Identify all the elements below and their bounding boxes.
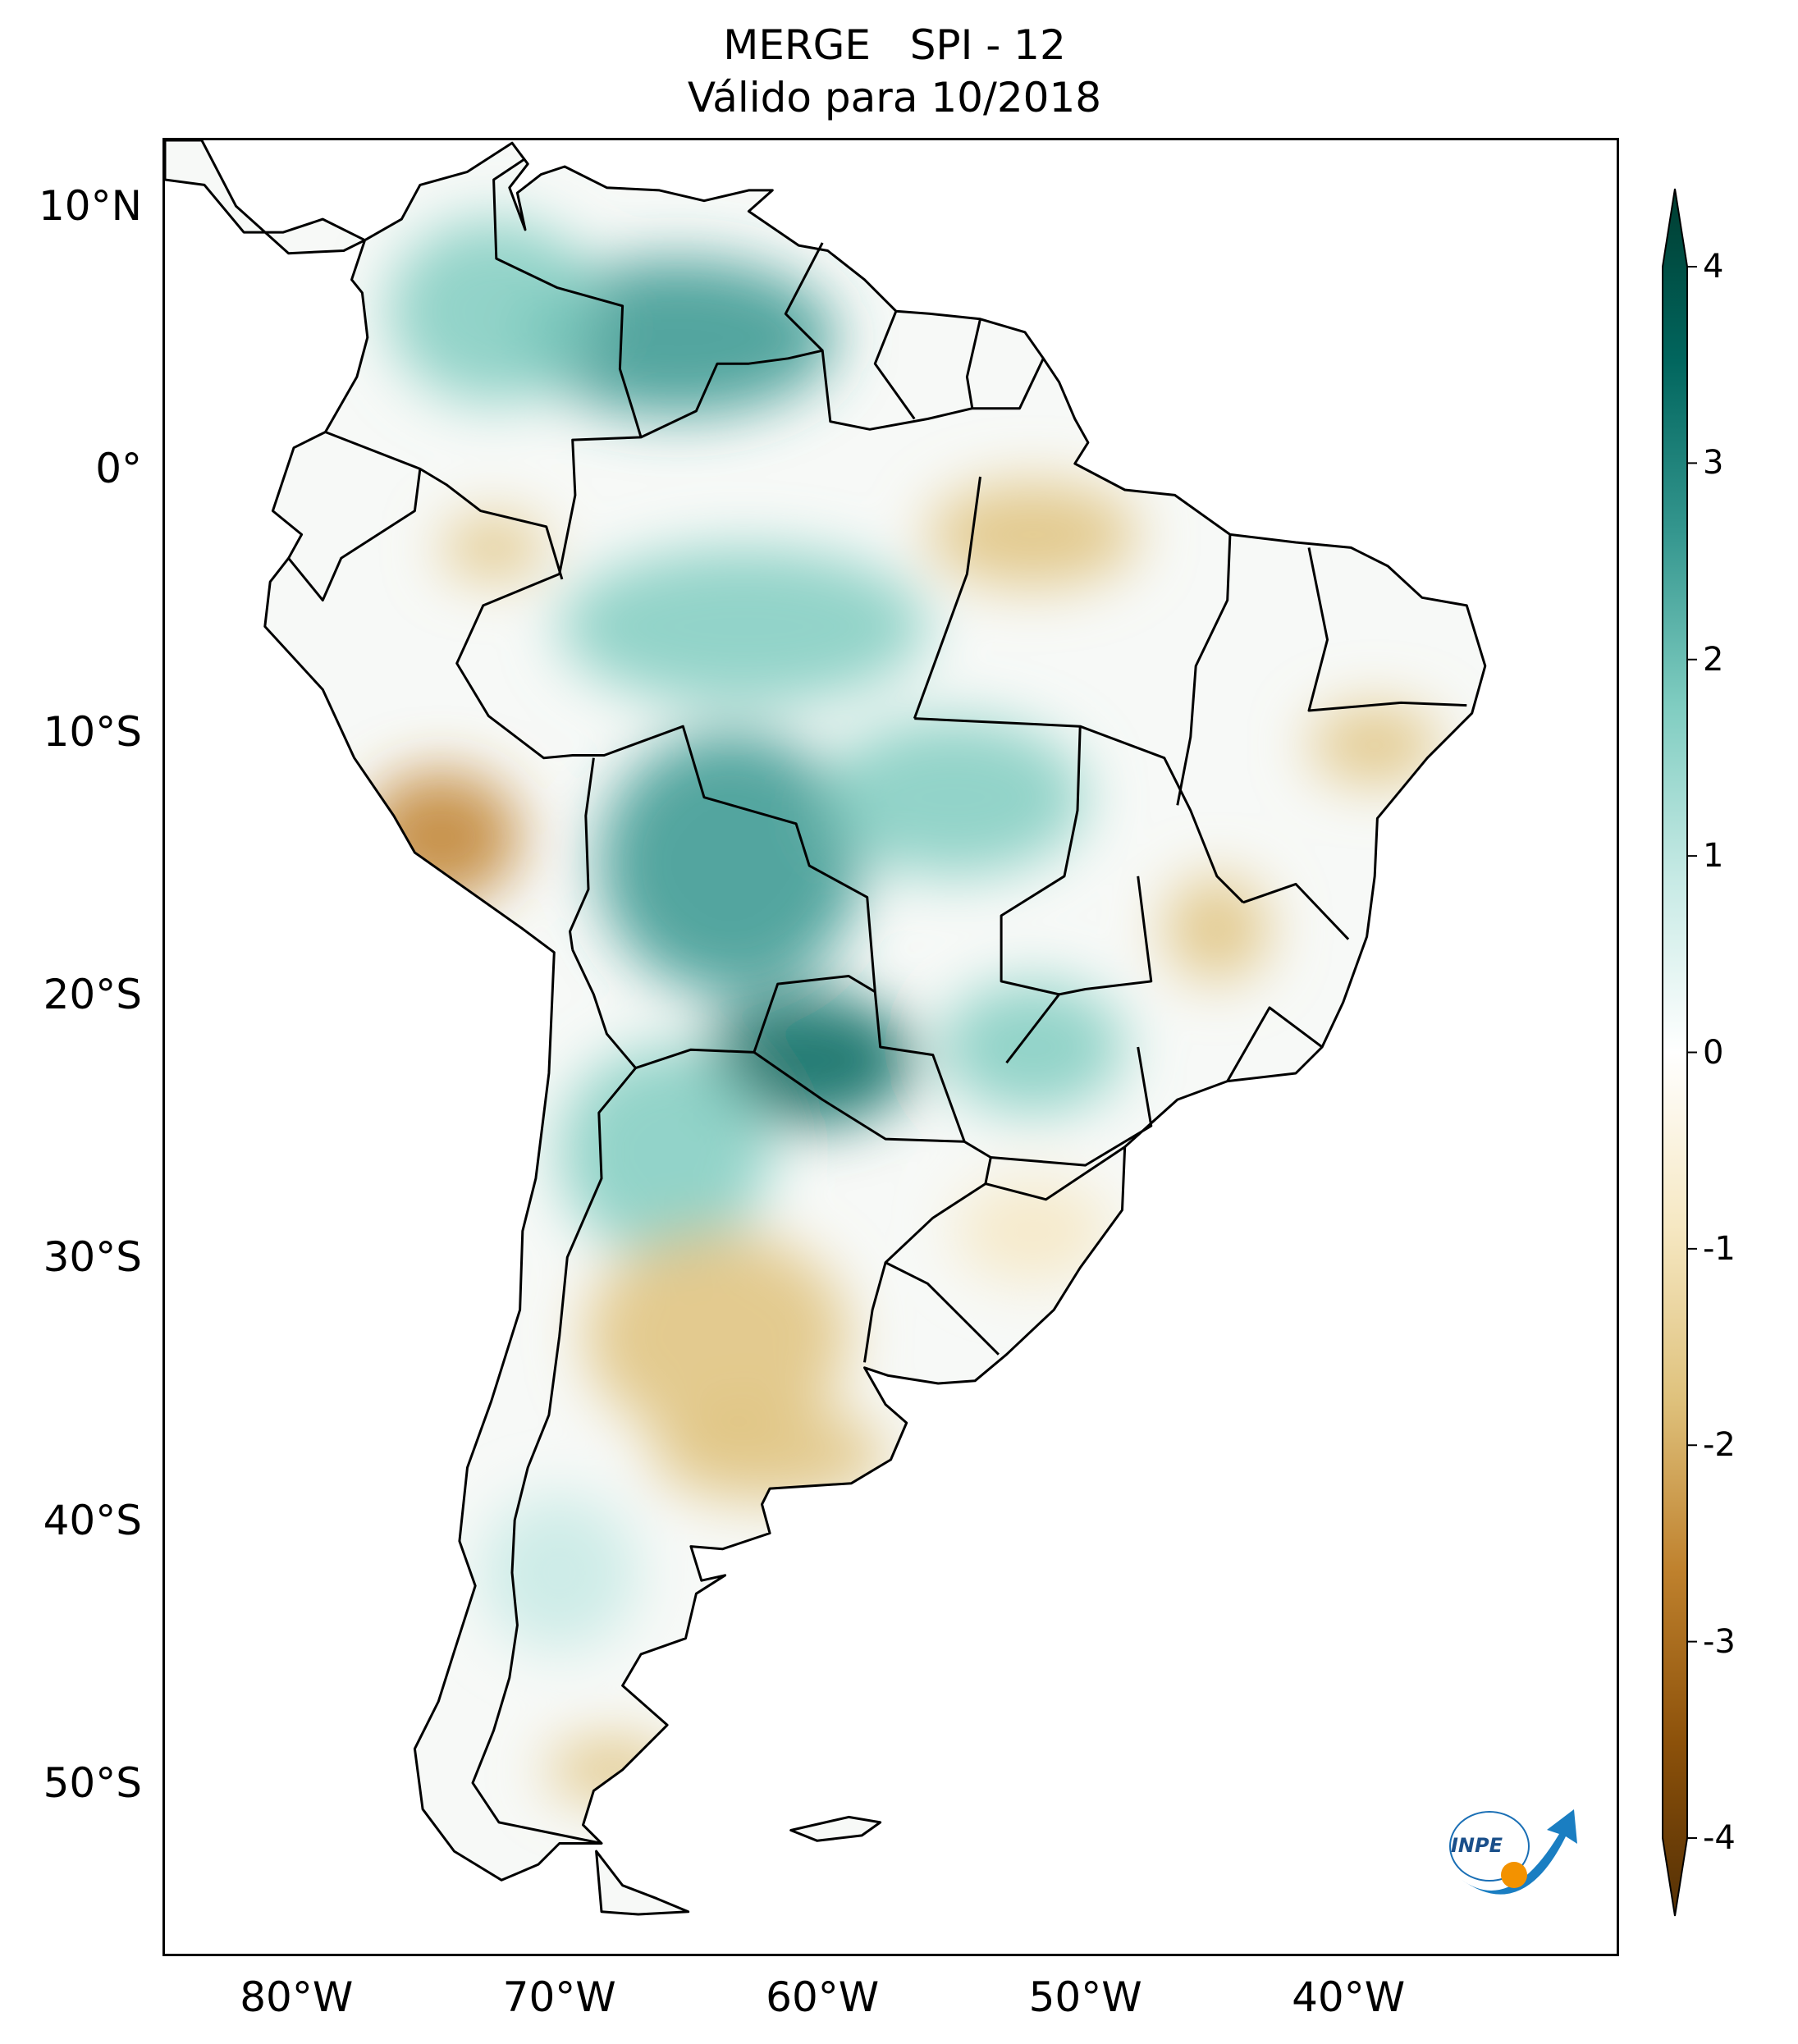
colorbar-tick-label: 1 bbox=[1703, 837, 1724, 876]
country-borders bbox=[165, 140, 1487, 1916]
spi-region-central-argentina-dry bbox=[585, 1231, 849, 1442]
spi-region-minas-dry bbox=[1164, 876, 1270, 981]
suriname-guiana-border bbox=[965, 318, 981, 409]
spi-region-bahia-dry bbox=[1309, 705, 1441, 784]
brazil-state-10 bbox=[1226, 1006, 1323, 1082]
colombia-peru-ecuador-border bbox=[324, 431, 564, 580]
colorbar-body bbox=[1662, 188, 1688, 1917]
central-america-coast bbox=[165, 140, 366, 255]
colorbar-ticks bbox=[1687, 266, 1697, 1839]
spi-region-colombia-wet bbox=[388, 219, 599, 404]
brazil-state-8 bbox=[991, 1046, 1153, 1167]
brazil-state-4 bbox=[1005, 876, 1153, 1064]
ecuador-peru-border bbox=[287, 469, 422, 601]
logo-text: INPE bbox=[1451, 1834, 1503, 1857]
spi-region-amazonas-wet bbox=[559, 547, 928, 706]
map-panel bbox=[162, 138, 1619, 1956]
spi-region-patagonia-wet bbox=[480, 1493, 638, 1652]
brazil-state-3 bbox=[1242, 882, 1350, 940]
colorbar-tick-label: 3 bbox=[1703, 444, 1724, 482]
bolivia-argentina-paraguay-border bbox=[635, 975, 876, 1070]
brazil-border bbox=[455, 349, 1045, 1356]
spi-region-ms-sp-wet bbox=[940, 981, 1125, 1113]
colorbar-tick-label: -1 bbox=[1703, 1229, 1736, 1268]
lon-tick-label: 60°W bbox=[766, 1973, 880, 2021]
lat-tick-label: 0° bbox=[95, 445, 142, 493]
colorbar-tick-label: -4 bbox=[1703, 1819, 1736, 1857]
spi-region-bolivia-wet bbox=[598, 731, 862, 995]
map-canvas bbox=[165, 140, 1487, 1916]
paraguay-argentina-border bbox=[753, 1051, 965, 1143]
chile-argentina-border bbox=[471, 1067, 637, 1845]
lat-tick-label: 30°S bbox=[43, 1233, 142, 1282]
colorbar-tick-label: -3 bbox=[1703, 1622, 1736, 1661]
lon-tick-label: 40°W bbox=[1292, 1973, 1406, 2021]
logo-arrow-icon bbox=[1461, 1809, 1577, 1895]
logo-orbit-icon bbox=[1449, 1811, 1530, 1882]
map-title: MERGE SPI - 12 bbox=[723, 21, 1066, 69]
spi-region-north-colombia-venezuela-wet bbox=[519, 258, 836, 417]
spi-region-pampas-dry bbox=[651, 1406, 889, 1502]
colorbar-tick-label: 4 bbox=[1703, 248, 1724, 286]
lon-tick-label: 80°W bbox=[240, 1973, 354, 2021]
lat-tick-label: 40°S bbox=[43, 1496, 142, 1544]
spi-region-rio-grande-do-sul-dry bbox=[954, 1178, 1112, 1284]
lat-tick-label: 10°S bbox=[43, 707, 142, 756]
spi-region-mato-grosso-wet bbox=[822, 718, 1086, 876]
brazil-state-5 bbox=[1176, 534, 1232, 806]
colorbar-tick-label: 2 bbox=[1703, 640, 1724, 679]
falklands-outline bbox=[789, 1815, 882, 1842]
guyana-suriname-border bbox=[873, 310, 916, 420]
spi-region-ecuador-peru-dry bbox=[441, 516, 547, 579]
lon-tick-label: 50°W bbox=[1028, 1973, 1142, 2021]
colorbar-tick-label: 0 bbox=[1703, 1033, 1724, 1072]
lat-tick-label: 50°S bbox=[43, 1758, 142, 1807]
spi-region-para-dry bbox=[927, 482, 1138, 588]
brazil-state-9 bbox=[985, 1145, 1126, 1201]
coastline bbox=[263, 141, 1487, 1882]
brazil-state-7 bbox=[913, 476, 981, 720]
bolivia-chile-border bbox=[571, 949, 637, 1069]
logo-sun-icon bbox=[1501, 1862, 1527, 1888]
peru-bolivia-border bbox=[569, 757, 595, 950]
spi-region-patagonia-south-dry bbox=[546, 1738, 678, 1802]
lat-tick-label: 20°S bbox=[43, 970, 142, 1018]
map-subtitle: Válido para 10/2018 bbox=[687, 74, 1102, 121]
spi-region-peru-dry bbox=[362, 771, 520, 903]
spi-region-north-argentina-wet bbox=[559, 1047, 771, 1258]
lat-tick-label: 10°N bbox=[38, 182, 142, 231]
argentina-uruguay-border bbox=[863, 1262, 887, 1363]
colorbar-tick-label: -2 bbox=[1703, 1426, 1736, 1465]
brazil-state-6 bbox=[1307, 547, 1467, 712]
colombia-venezuela-border bbox=[492, 158, 643, 438]
venezuela-guyana-border bbox=[784, 242, 824, 352]
tierra-del-fuego-outline bbox=[595, 1850, 690, 1916]
lon-tick-label: 70°W bbox=[502, 1973, 616, 2021]
brazil-state-1 bbox=[914, 717, 1244, 903]
brazil-state-2 bbox=[1000, 726, 1082, 996]
spi-region-paraguay-wet bbox=[703, 994, 915, 1127]
inpe-logo: INPE bbox=[1449, 1809, 1577, 1895]
